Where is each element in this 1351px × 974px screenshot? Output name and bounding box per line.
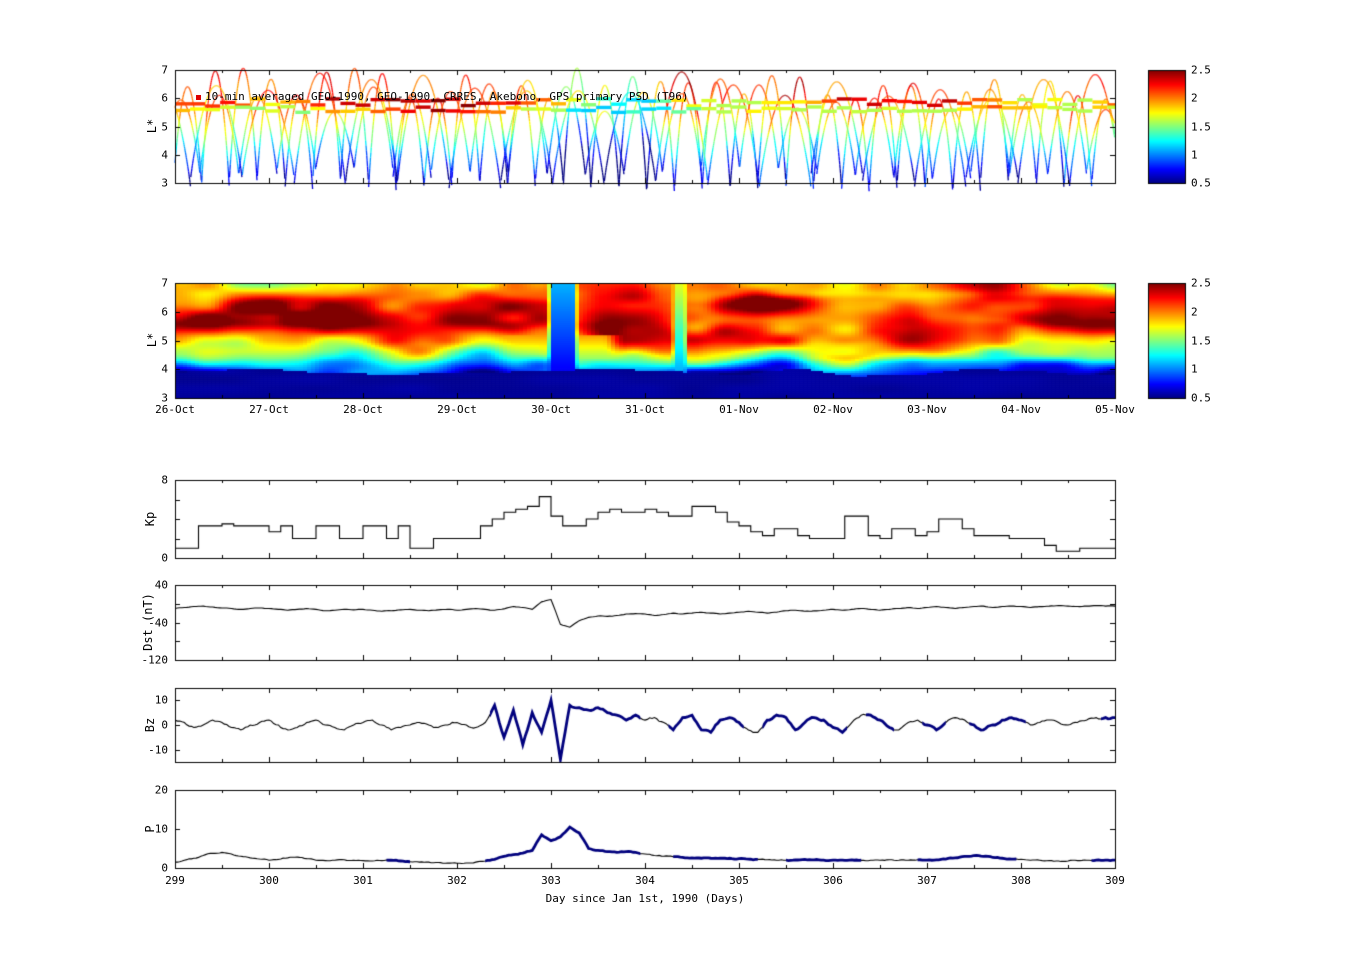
bz-plot-canvas <box>161 674 1129 776</box>
title-marker-dot <box>196 95 201 100</box>
y-tick-label: 10 <box>154 693 168 707</box>
plot-title: 10-min averaged GEO-1990, GEO-1990, CRRE… <box>205 90 689 103</box>
y-tick-label: 5 <box>161 334 168 347</box>
y-tick-label: 20 <box>154 783 168 797</box>
colorbar-tick-label: 1 <box>1191 148 1198 162</box>
x-tick-label-day: 306 <box>823 874 843 887</box>
y-tick-label: 4 <box>161 148 168 162</box>
y-tick-label: 6 <box>161 91 168 105</box>
x-tick-label-day: 302 <box>447 874 467 887</box>
y-tick-label: 0 <box>161 718 168 732</box>
x-tick-label-day: 305 <box>729 874 749 887</box>
colorbar-tick-label: 2 <box>1191 91 1198 105</box>
x-tick-label-day: 307 <box>917 874 937 887</box>
kp-plot-canvas <box>161 466 1129 572</box>
colorbar-tick-label: 0.5 <box>1191 391 1211 405</box>
x-tick-label-date: 26-Oct <box>155 403 195 416</box>
x-tick-label-date: 04-Nov <box>1001 403 1041 416</box>
p-plot-canvas <box>161 776 1129 882</box>
ylabel-kp: Kp <box>143 511 157 527</box>
x-tick-label-date: 29-Oct <box>437 403 477 416</box>
x-tick-label-date: 31-Oct <box>625 403 665 416</box>
colorbar-mid-canvas <box>1134 269 1199 412</box>
ylabel-lstar-top: L* <box>145 118 159 134</box>
psd-heatmap-canvas <box>161 269 1129 412</box>
colorbar-tick-label: 2.5 <box>1191 276 1211 290</box>
y-tick-label: 3 <box>161 176 168 190</box>
x-tick-label-day: 304 <box>635 874 655 887</box>
colorbar-top-canvas <box>1134 56 1199 197</box>
colorbar-tick-label: 1.5 <box>1191 334 1211 347</box>
xlabel-day: Day since Jan 1st, 1990 (Days) <box>545 892 745 905</box>
ylabel-lstar-heatmap: L* <box>145 332 159 348</box>
y-tick-label: 6 <box>161 305 168 319</box>
y-tick-label: 7 <box>161 276 168 290</box>
colorbar-tick-label: 2 <box>1191 305 1198 319</box>
y-tick-label: 8 <box>161 473 168 487</box>
x-tick-label-date: 27-Oct <box>249 403 289 416</box>
x-tick-label-date: 03-Nov <box>907 403 947 416</box>
dst-plot-canvas <box>161 571 1129 674</box>
x-tick-label-date: 02-Nov <box>813 403 853 416</box>
x-tick-label-day: 300 <box>259 874 279 887</box>
x-tick-label-day: 301 <box>353 874 373 887</box>
y-tick-label: 3 <box>161 391 168 405</box>
y-tick-label: 7 <box>161 63 168 77</box>
x-tick-label-day: 309 <box>1105 874 1125 887</box>
y-tick-label: -10 <box>148 743 168 757</box>
y-tick-label: -120 <box>141 653 169 667</box>
x-tick-label-date: 30-Oct <box>531 403 571 416</box>
x-tick-label-date: 01-Nov <box>719 403 759 416</box>
y-tick-label: 0 <box>161 551 168 565</box>
y-tick-label: 0 <box>161 861 168 875</box>
y-tick-label: -40 <box>148 616 168 629</box>
x-tick-label-day: 299 <box>165 874 185 887</box>
psd-orbit-plot-canvas <box>161 56 1129 197</box>
x-tick-label-date: 05-Nov <box>1095 403 1135 416</box>
colorbar-tick-label: 2.5 <box>1191 63 1211 77</box>
x-tick-label-day: 308 <box>1011 874 1031 887</box>
y-tick-label: 40 <box>154 578 168 592</box>
y-tick-label: 5 <box>161 120 168 133</box>
y-tick-label: 4 <box>161 362 168 376</box>
colorbar-tick-label: 0.5 <box>1191 176 1211 190</box>
x-tick-label-day: 303 <box>541 874 561 887</box>
colorbar-tick-label: 1 <box>1191 362 1198 376</box>
ylabel-bz: Bz <box>143 717 157 733</box>
colorbar-tick-label: 1.5 <box>1191 120 1211 133</box>
y-tick-label: 10 <box>154 822 168 836</box>
x-tick-label-date: 28-Oct <box>343 403 383 416</box>
